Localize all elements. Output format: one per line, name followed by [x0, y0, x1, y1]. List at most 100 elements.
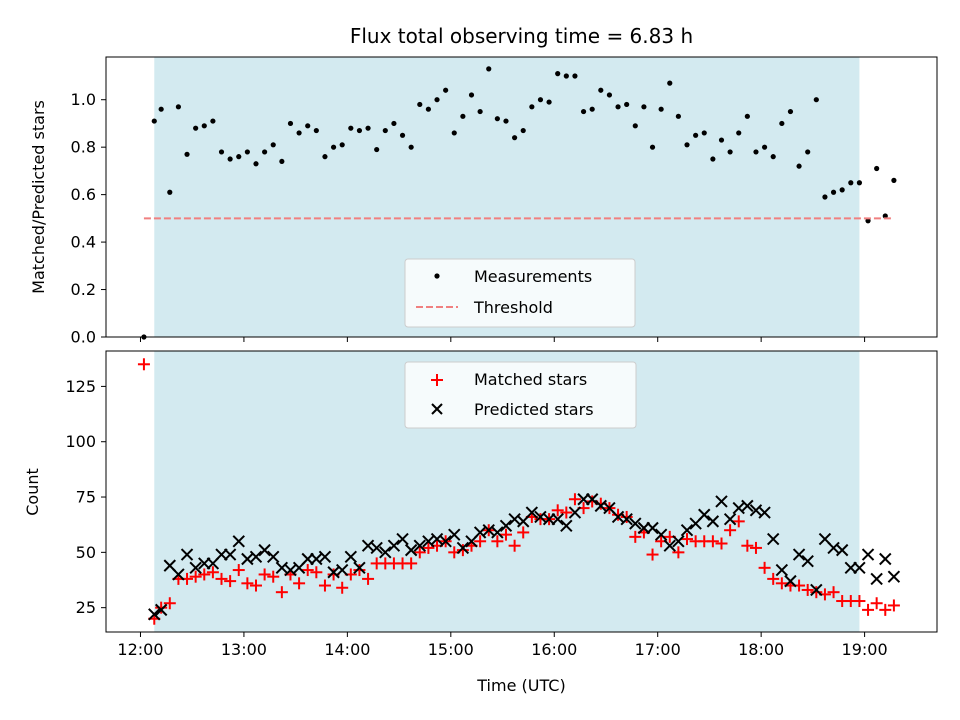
- legend-predicted-label: Predicted stars: [474, 400, 594, 419]
- predicted-star-point: [767, 532, 780, 546]
- measurement-point: [218, 149, 225, 155]
- count-y-tick-label: 50: [76, 543, 96, 562]
- measurement-point: [193, 125, 199, 131]
- predicted-star-point: [672, 535, 685, 548]
- measurement-point: [727, 149, 733, 155]
- measurement-point: [787, 108, 794, 115]
- measurement-point: [330, 144, 337, 150]
- predicted-star-point: [620, 512, 633, 526]
- matched-star-point: [241, 577, 254, 590]
- measurement-point: [468, 92, 475, 98]
- matched-star-point: [741, 539, 754, 552]
- measurement-point: [262, 149, 268, 155]
- matched-star-point: [724, 524, 737, 537]
- measurement-point: [822, 194, 828, 200]
- measurement-point: [391, 120, 397, 127]
- matched-star-point: [801, 583, 814, 596]
- measurement-point: [279, 158, 285, 165]
- measurement-point: [348, 125, 354, 131]
- predicted-star-point: [335, 563, 349, 577]
- predicted-star-point: [491, 526, 504, 539]
- predicted-star-point: [232, 535, 245, 548]
- predicted-star-point: [223, 548, 237, 561]
- count-y-tick-label: 100: [65, 432, 96, 451]
- measurement-point: [477, 108, 483, 115]
- measurement-point: [408, 144, 414, 150]
- predicted-star-point: [835, 543, 849, 557]
- predicted-star-point: [439, 535, 452, 548]
- measurement-point: [175, 104, 182, 110]
- predicted-star-point: [680, 524, 694, 537]
- predicted-star-point: [741, 499, 754, 513]
- matched-star-point: [301, 564, 314, 577]
- predicted-star-point: [560, 519, 573, 533]
- measurement-point: [184, 151, 190, 157]
- predicted-star-point: [249, 550, 263, 563]
- predicted-star-point: [353, 561, 366, 575]
- ratio-series-measurements: [141, 66, 897, 340]
- ratio-y-tick-label: 0.6: [71, 185, 96, 204]
- legend-threshold-label: Threshold: [473, 298, 553, 317]
- matched-star-point: [732, 515, 745, 528]
- measurement-point: [425, 106, 432, 112]
- matched-star-point: [508, 539, 521, 552]
- predicted-star-point: [258, 543, 271, 557]
- measurement-point: [486, 66, 492, 72]
- count-series-matched-stars: [137, 358, 900, 625]
- matched-star-point: [827, 586, 840, 599]
- matched-star-point: [775, 577, 788, 590]
- count-series-predicted-stars: [148, 493, 901, 621]
- measurement-point: [874, 165, 880, 172]
- count-y-tick-label: 125: [65, 377, 96, 396]
- matched-star-point: [887, 599, 900, 612]
- matched-star-point: [879, 603, 892, 616]
- matched-star-point: [137, 358, 150, 371]
- predicted-star-point: [148, 608, 161, 621]
- measurement-point: [580, 108, 587, 115]
- matched-star-point: [499, 528, 512, 541]
- measurement-point: [589, 106, 595, 112]
- matched-star-point: [646, 548, 659, 561]
- matched-star-point: [629, 530, 642, 543]
- count-axes-frame: [105, 350, 938, 633]
- measurement-point: [382, 127, 388, 134]
- predicted-star-point: [784, 574, 797, 588]
- predicted-star-point: [810, 583, 823, 597]
- predicted-star-point: [396, 532, 409, 546]
- measurement-point: [848, 180, 854, 186]
- predicted-star-point: [715, 495, 728, 508]
- predicted-star-point: [344, 550, 358, 563]
- measurement-point: [624, 101, 630, 108]
- matched-star-point: [862, 603, 875, 616]
- measurement-point: [417, 101, 423, 108]
- count-legend: Matched stars Predicted stars: [404, 361, 637, 429]
- matched-star-point: [620, 510, 633, 523]
- matched-star-point: [318, 579, 331, 592]
- ratio-y-tick-label: 0.4: [71, 233, 96, 252]
- measurement-point: [753, 149, 759, 155]
- predicted-star-point: [387, 539, 401, 552]
- matched-star-point: [422, 541, 435, 554]
- count-x-tick-label: 12:00: [117, 640, 163, 659]
- predicted-star-point: [585, 493, 599, 506]
- ratio-y-tick-label: 0.0: [71, 328, 96, 347]
- measurement-point: [529, 104, 535, 110]
- measurement-point: [296, 130, 302, 136]
- measurement-point: [675, 113, 681, 119]
- measurement-point: [460, 113, 466, 119]
- predicted-star-point: [525, 506, 539, 519]
- count-legend-box: [404, 361, 637, 429]
- measurement-point: [537, 97, 544, 103]
- legend-predicted-marker: [431, 403, 443, 415]
- count-x-tick-label: 14:00: [324, 640, 370, 659]
- ratio-y-tick-label: 1.0: [71, 90, 96, 109]
- matched-star-point: [517, 526, 530, 539]
- ratio-y-tick-label: 0.8: [71, 138, 96, 157]
- predicted-star-point: [887, 570, 901, 583]
- matched-star-point: [405, 557, 418, 570]
- measurement-point: [494, 116, 500, 122]
- measurement-point: [779, 120, 785, 127]
- measurement-point: [606, 92, 613, 98]
- matched-star-point: [232, 564, 245, 577]
